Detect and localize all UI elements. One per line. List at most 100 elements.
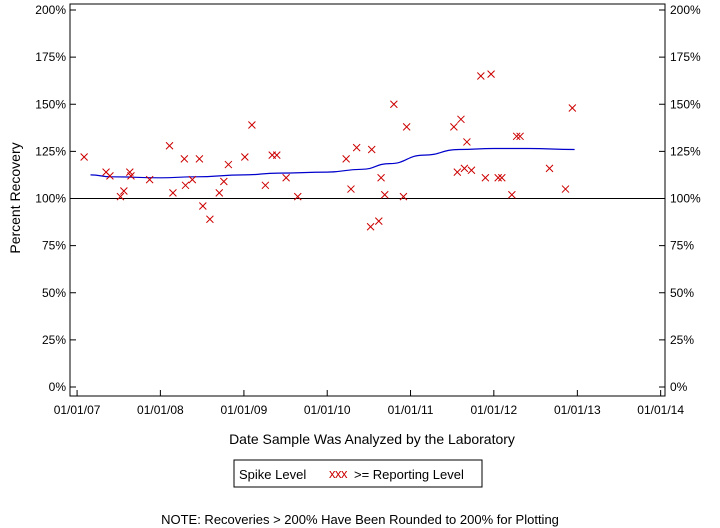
data-point-stroke: [457, 115, 465, 124]
data-point-stroke: [366, 222, 375, 231]
data-point: [450, 123, 458, 131]
data-point: [219, 177, 228, 186]
data-point-stroke: [293, 192, 302, 201]
data-point-stroke: [374, 217, 383, 225]
data-point: [181, 181, 190, 190]
data-point-stroke: [106, 172, 114, 180]
x-tick-label: 01/01/08: [137, 403, 184, 417]
data-point: [347, 185, 355, 193]
data-point-stroke: [80, 153, 89, 161]
legend-reporting-marker: xxx: [329, 466, 348, 481]
trend-line: [90, 147, 575, 179]
data-point-stroke: [516, 132, 524, 141]
data-point-stroke: [450, 123, 458, 131]
data-point-stroke: [272, 151, 281, 159]
data-point-stroke: [476, 72, 485, 80]
data-point: [206, 215, 214, 224]
data-point-stroke: [380, 190, 389, 199]
data-point-stroke: [125, 168, 134, 176]
data-point-stroke: [215, 188, 224, 197]
x-tick-label: 01/01/13: [554, 403, 601, 417]
y-tick-label-right: 75%: [670, 239, 694, 253]
data-point-stroke: [497, 173, 506, 182]
data-point-stroke: [261, 181, 270, 190]
data-point: [169, 188, 177, 197]
y-tick-label-right: 200%: [670, 3, 701, 17]
data-point: [282, 173, 290, 182]
x-axis: 01/01/07 01/01/08 01/01/09 01/01/10 01/01/11…: [54, 390, 684, 417]
data-point: [198, 202, 207, 210]
data-point: [380, 190, 389, 199]
y-tick-label-left: 200%: [35, 3, 66, 17]
y-tick-label-left: 25%: [42, 333, 66, 347]
y-tick-label-right: 25%: [670, 333, 694, 347]
y-tick-label-right: 150%: [670, 97, 701, 111]
data-point: [180, 155, 189, 163]
data-point: [377, 173, 385, 182]
data-point-stroke: [282, 173, 290, 182]
data-point: [568, 104, 577, 112]
y-tick-label-left: 50%: [42, 286, 66, 300]
data-point: [481, 173, 490, 182]
data-point: [390, 100, 398, 109]
data-point: [188, 175, 197, 184]
data-point: [352, 143, 361, 152]
data-point-stroke: [198, 202, 207, 210]
data-point: [516, 132, 524, 141]
data-point-stroke: [102, 168, 110, 176]
plot-border: [69, 3, 666, 397]
data-point-stroke: [120, 187, 128, 195]
y-tick-label-right: 100%: [670, 192, 701, 206]
data-point-stroke: [352, 143, 361, 152]
data-point: [487, 70, 495, 78]
data-point-stroke: [399, 192, 408, 201]
y-tick-label-right: 175%: [670, 50, 701, 64]
data-point: [116, 192, 125, 201]
data-point: [374, 217, 383, 225]
data-point-stroke: [165, 141, 174, 150]
x-tick-label: 01/01/09: [221, 403, 268, 417]
data-point: [399, 192, 408, 201]
data-point-stroke: [347, 185, 355, 193]
data-point-stroke: [342, 155, 351, 163]
spike-level-trend: [90, 147, 575, 179]
y-axis-left: 0% 25% 50% 75% 100% 125% 150% 175% 200%: [35, 3, 76, 394]
data-point: [402, 123, 411, 131]
reporting-level-points: [80, 70, 577, 231]
data-point-stroke: [116, 192, 125, 201]
plot-area: [69, 3, 666, 397]
data-point-stroke: [487, 70, 495, 78]
y-tick-label-left: 100%: [35, 192, 66, 206]
y-tick-label-right: 125%: [670, 144, 701, 158]
data-point: [240, 153, 249, 161]
data-point-stroke: [494, 173, 503, 182]
data-point-stroke: [367, 145, 376, 154]
data-point-stroke: [568, 104, 577, 112]
data-point: [120, 187, 128, 195]
data-point: [367, 145, 376, 154]
data-point: [453, 168, 462, 176]
y-tick-label-left: 175%: [35, 50, 66, 64]
data-point-stroke: [145, 175, 154, 184]
y-tick-label-left: 75%: [42, 239, 66, 253]
x-axis-title: Date Sample Was Analyzed by the Laborato…: [229, 431, 515, 447]
data-point: [512, 132, 521, 141]
data-point-stroke: [248, 121, 256, 129]
y-tick-label-left: 0%: [49, 380, 67, 394]
data-point: [195, 155, 204, 163]
legend-box: [233, 459, 483, 488]
data-point: [215, 188, 224, 197]
legend-reporting-label: >= Reporting Level: [354, 467, 464, 482]
x-tick-label: 01/01/11: [388, 403, 434, 417]
data-point: [165, 141, 174, 150]
data-point-stroke: [206, 215, 214, 224]
data-point-stroke: [180, 155, 189, 163]
data-point: [508, 190, 516, 199]
data-point-stroke: [402, 123, 411, 131]
y-tick-label-left: 125%: [35, 144, 66, 158]
data-point: [293, 192, 302, 201]
data-point-stroke: [219, 177, 228, 186]
data-point-stroke: [508, 190, 516, 199]
data-point-stroke: [467, 166, 476, 175]
